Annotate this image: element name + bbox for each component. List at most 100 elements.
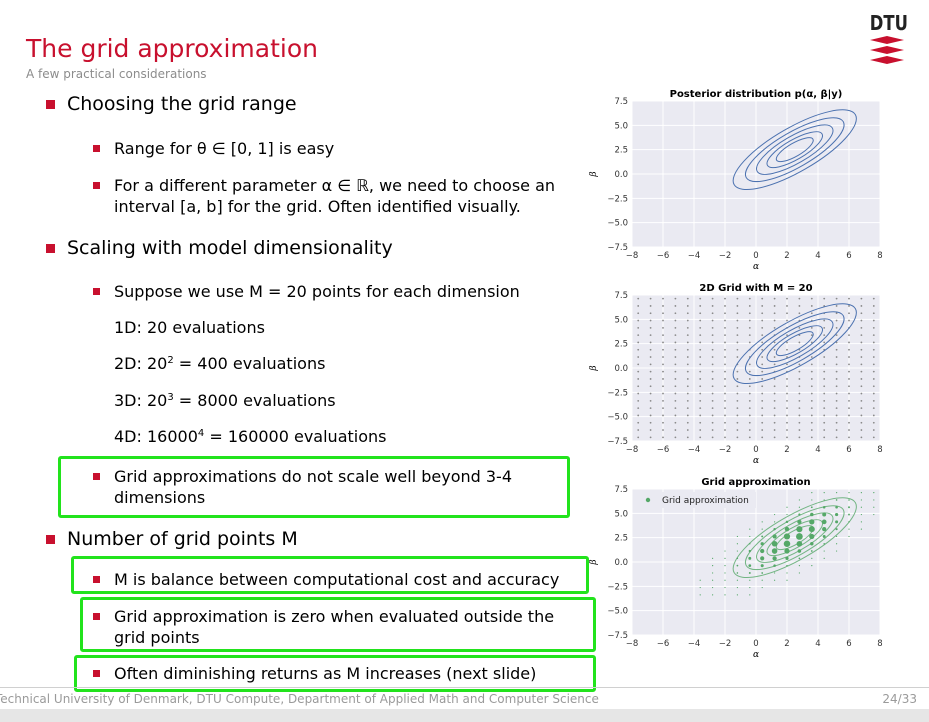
grid-point (637, 297, 640, 300)
x-axis-label: α (753, 456, 759, 466)
grid-point (674, 334, 677, 337)
grid-approx-point (736, 579, 738, 581)
grid-point (872, 363, 875, 366)
grid-approx-point (749, 579, 751, 581)
grid-point (761, 356, 764, 358)
grid-approx-point (699, 586, 701, 589)
grid-point (810, 399, 813, 402)
grid-point (872, 341, 875, 344)
grid-point (736, 297, 739, 300)
grid-point (686, 429, 689, 431)
grid-point (761, 312, 764, 315)
grid-point (860, 348, 863, 351)
bullet-marker (46, 535, 55, 544)
contour-line (775, 137, 814, 163)
grid-point (674, 348, 677, 351)
grid-point (810, 421, 813, 424)
grid-approx-point (724, 572, 726, 574)
grid-point (761, 297, 764, 300)
grid-point (823, 429, 826, 431)
grid-point (724, 297, 726, 300)
grid-point (786, 385, 788, 388)
plot-marks (732, 109, 857, 191)
grid-point (686, 305, 689, 307)
bullet-range-theta: Range for θ ∈ [0, 1] is easy (114, 139, 335, 158)
grid-approx-point (712, 579, 714, 581)
grid-point (686, 378, 689, 380)
grid-point (773, 319, 776, 322)
grid-point (662, 312, 664, 315)
grid-point (786, 399, 788, 402)
grid-point (649, 326, 652, 329)
grid-point (773, 297, 776, 300)
x-tick-label: −2 (719, 445, 732, 455)
grid-point (724, 385, 726, 388)
grid-point (835, 399, 838, 402)
grid-point (699, 305, 702, 307)
grid-point (773, 378, 776, 380)
grid-point (773, 385, 776, 388)
contour-line (756, 318, 834, 369)
grid-point (662, 436, 664, 439)
grid-approx-point (749, 586, 751, 589)
x-tick-label: 8 (877, 251, 882, 261)
grid-point (686, 297, 689, 300)
chart-legend: Grid approximation (636, 492, 756, 508)
grid-point (724, 319, 726, 322)
grid-point (872, 392, 875, 395)
grid-point (860, 378, 863, 380)
grid-point (711, 319, 714, 322)
grid-point (699, 399, 702, 402)
grid-point (699, 436, 702, 439)
grid-point (872, 399, 875, 402)
y-tick-label: −2.5 (607, 388, 628, 398)
grid-point (823, 392, 826, 395)
grid-point (823, 407, 826, 410)
grid-point (835, 356, 838, 358)
page-number: 24/33 (882, 692, 917, 706)
evaluations-2d: 2D: 202 = 400 evaluations (114, 354, 326, 373)
grid-point (798, 297, 801, 300)
grid-point (786, 392, 788, 395)
grid-point (872, 312, 875, 315)
grid-approx-point (836, 543, 838, 545)
grid-point (724, 414, 726, 417)
grid-approx-point (836, 550, 838, 552)
grid-point (748, 305, 751, 307)
grid-point (699, 312, 702, 315)
contour-line (744, 117, 845, 183)
y-tick-label: −5.0 (607, 607, 628, 617)
x-tick-label: −2 (719, 639, 732, 649)
grid-point (649, 407, 652, 410)
grid-point (835, 414, 838, 417)
grid-point (649, 348, 652, 351)
grid-point (748, 319, 751, 322)
grid-point (649, 341, 652, 344)
grid-point (711, 305, 714, 307)
grid-approx-point (811, 565, 813, 567)
grid-point (773, 341, 776, 344)
grid-approx-point (860, 499, 862, 501)
grid-point (848, 363, 850, 366)
grid-approx-point (860, 492, 862, 494)
highlight-box-zero-outside (80, 597, 596, 652)
x-tick-label: 4 (815, 251, 820, 261)
contour-line (732, 497, 857, 579)
grid-point (835, 312, 838, 315)
grid-approx-point (761, 528, 763, 530)
x-tick-label: 0 (753, 445, 758, 455)
grid-approx-point (712, 594, 714, 596)
grid-approx-point (835, 520, 839, 524)
grid-point (773, 436, 776, 439)
grid-point (823, 326, 826, 329)
grid-point (699, 407, 702, 410)
grid-point (662, 297, 664, 300)
grid-point (798, 378, 801, 380)
grid-point (637, 305, 640, 307)
grid-approx-point (810, 550, 813, 552)
grid-point (711, 385, 714, 388)
grid-point (835, 392, 838, 395)
grid-point (848, 370, 850, 373)
grid-point (786, 319, 788, 322)
contour-line (744, 505, 845, 571)
